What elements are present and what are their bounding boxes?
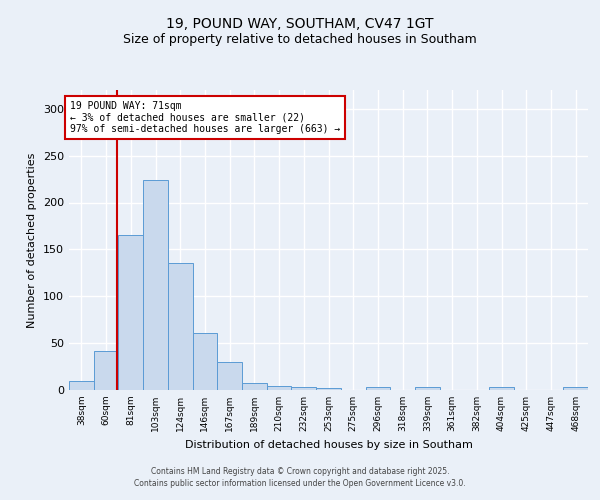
- Bar: [489, 387, 514, 390]
- Bar: [316, 388, 341, 390]
- Bar: [168, 264, 193, 390]
- Bar: [118, 236, 143, 390]
- Bar: [69, 380, 94, 390]
- Text: Size of property relative to detached houses in Southam: Size of property relative to detached ho…: [123, 32, 477, 46]
- Y-axis label: Number of detached properties: Number of detached properties: [28, 152, 37, 328]
- Bar: [94, 350, 118, 390]
- X-axis label: Distribution of detached houses by size in Southam: Distribution of detached houses by size …: [185, 440, 472, 450]
- Bar: [242, 382, 267, 390]
- Bar: [267, 386, 292, 390]
- Bar: [365, 387, 390, 390]
- Bar: [143, 180, 168, 390]
- Bar: [292, 387, 316, 390]
- Text: 19, POUND WAY, SOUTHAM, CV47 1GT: 19, POUND WAY, SOUTHAM, CV47 1GT: [166, 18, 434, 32]
- Bar: [415, 387, 440, 390]
- Text: Contains HM Land Registry data © Crown copyright and database right 2025.: Contains HM Land Registry data © Crown c…: [151, 467, 449, 476]
- Bar: [563, 387, 588, 390]
- Text: Contains public sector information licensed under the Open Government Licence v3: Contains public sector information licen…: [134, 478, 466, 488]
- Bar: [217, 362, 242, 390]
- Text: 19 POUND WAY: 71sqm
← 3% of detached houses are smaller (22)
97% of semi-detache: 19 POUND WAY: 71sqm ← 3% of detached hou…: [70, 101, 340, 134]
- Bar: [193, 333, 217, 390]
